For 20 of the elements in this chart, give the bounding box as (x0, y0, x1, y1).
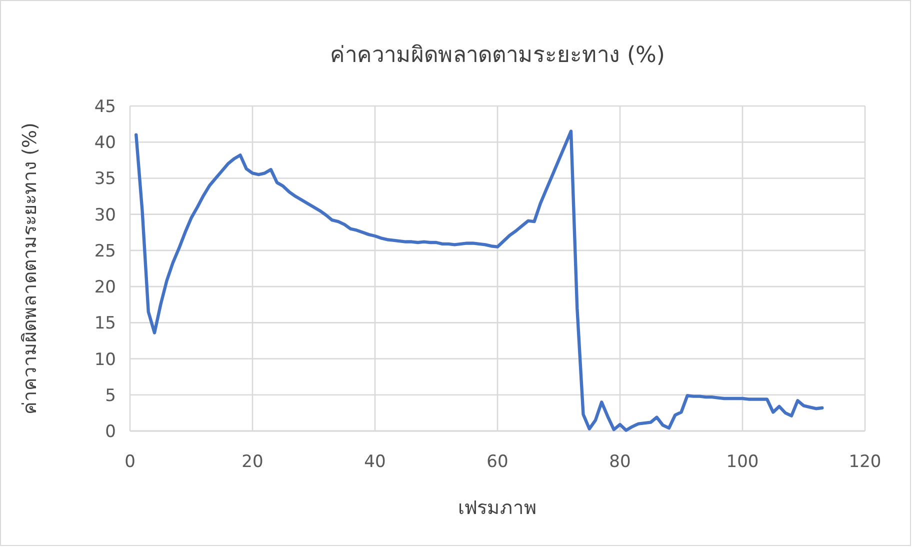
y-tick-label: 25 (94, 241, 116, 262)
y-tick-label: 20 (94, 278, 116, 298)
y-tick-label: 35 (94, 169, 116, 190)
y-tick-label: 45 (94, 97, 116, 117)
x-axis-title: เฟรมภาพ (458, 497, 537, 519)
x-tick-label: 0 (124, 452, 136, 472)
x-tick-label: 20 (242, 452, 264, 472)
x-tick-label: 120 (848, 452, 882, 472)
y-tick-label: 10 (94, 350, 116, 370)
y-tick-label: 0 (105, 422, 116, 442)
y-tick-label: 30 (94, 205, 116, 226)
x-tick-label: 80 (609, 452, 631, 472)
y-axis-title: ค่าความผิดพลาดตามระยะทาง (%) (19, 122, 41, 414)
x-tick-label: 100 (726, 452, 759, 472)
y-tick-label: 40 (94, 133, 116, 154)
chart-title: ค่าความผิดพลาดตามระยะทาง (%) (330, 43, 666, 68)
y-tick-label: 5 (105, 386, 116, 406)
x-tick-label: 40 (364, 452, 386, 472)
x-tick-label: 60 (486, 452, 508, 472)
y-tick-label: 15 (94, 314, 116, 334)
